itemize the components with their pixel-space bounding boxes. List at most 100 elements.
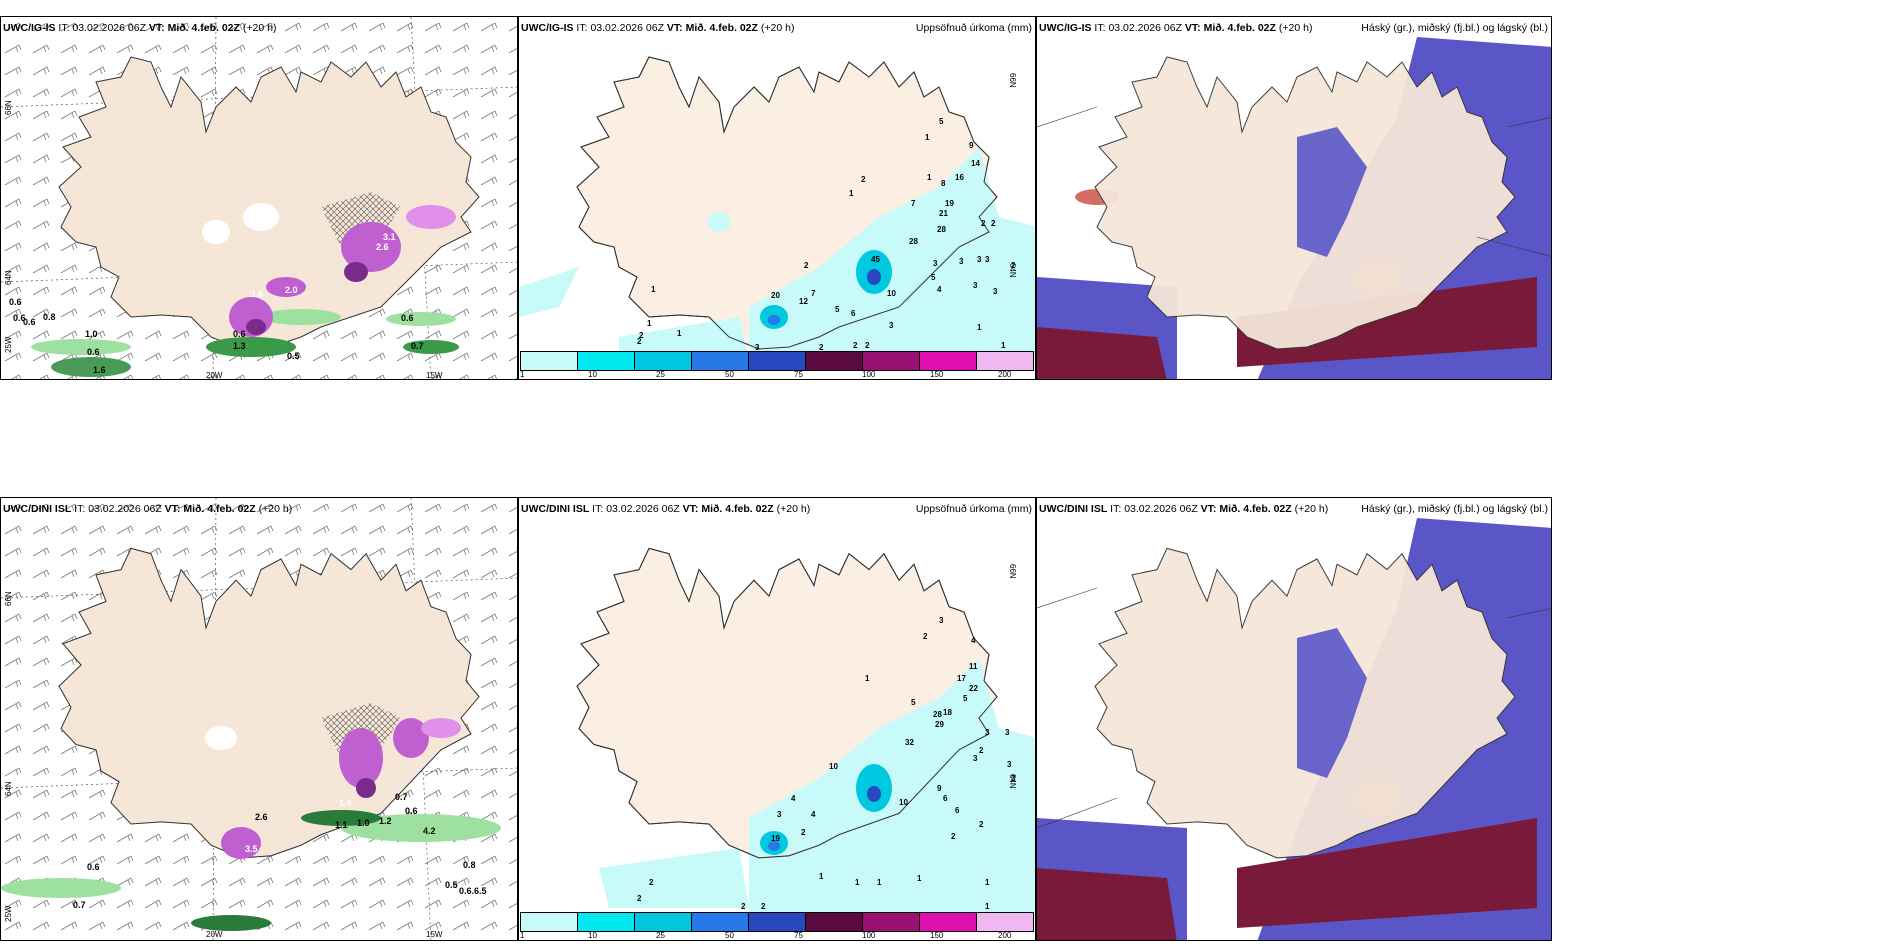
value-label: 3 (939, 616, 944, 625)
colorbar-tick: 75 (794, 931, 803, 940)
precip-value-labels: 2.6 3.5 0.7 1.1 1.0 1.2 0.6 4.2 0.6 0.7 … (1, 498, 517, 940)
value-label: 1 (865, 674, 870, 683)
value-label: 2 (741, 902, 746, 911)
value-label: 9 (969, 141, 974, 150)
value-label: 2 (979, 820, 984, 829)
colorbar-swatch (806, 352, 863, 370)
value-label: 2 (801, 828, 806, 837)
value-label: 1 (647, 319, 652, 328)
value-label: 5 (963, 694, 968, 703)
value-label: 20 (771, 291, 780, 300)
value-label: 22 (969, 684, 978, 693)
panel-title: UWC/IG-IS IT: 03.02.2026 06Z VT: Mið. 4.… (1039, 22, 1313, 34)
value-label: 1.0 (357, 818, 370, 828)
value-label: 1 (985, 878, 990, 887)
precip-value-labels: 5 1 9 14 16 8 1 2 1 19 21 28 7 2 2 3 2 3… (519, 17, 1035, 379)
lon-label: 25W (4, 336, 13, 353)
value-label: 5 (931, 273, 936, 282)
colorbar-ticks: 1 10 25 50 75 100 150 200 400 (520, 370, 1034, 379)
value-label: 1.1 (335, 820, 348, 830)
lat-label: 64N (4, 270, 13, 285)
colorbar-swatch (749, 352, 806, 370)
lat-label: 64N (4, 781, 13, 796)
lat-label: 66N (1008, 73, 1017, 88)
colorbar-tick: 10 (588, 370, 597, 379)
colorbar-swatch (749, 913, 806, 931)
value-label: 3 (973, 754, 978, 763)
value-label: 0.6 (87, 862, 100, 872)
value-label: 0.6.6.5 (459, 886, 487, 896)
colorbar-swatch (977, 352, 1033, 370)
value-label: 0.8 (43, 312, 56, 322)
precip-map (519, 56, 1035, 357)
colorbar-swatch (635, 913, 692, 931)
value-label: 10 (899, 798, 908, 807)
value-label: 10 (829, 762, 838, 771)
value-label: 2 (819, 343, 824, 352)
value-label: 1 (1001, 341, 1006, 350)
value-label: 3 (1005, 728, 1010, 737)
colorbar-swatch (977, 913, 1033, 931)
value-label: 1 (985, 902, 990, 911)
value-label: 7 (811, 289, 816, 298)
value-label: 1 (917, 874, 922, 883)
value-label: 1 (855, 878, 860, 887)
value-label: 2.6 (255, 812, 268, 822)
panel-subtitle: Uppsöfnuð úrkoma (mm) (915, 503, 1032, 515)
value-label: 2 (649, 878, 654, 887)
lon-label: 20W (206, 371, 223, 380)
value-label: 2 (761, 902, 766, 911)
colorbar-swatch (521, 352, 578, 370)
colorbar-swatch (578, 352, 635, 370)
value-label: 28 (933, 710, 942, 719)
value-label: 0.6 (13, 313, 26, 323)
value-label: 2 (991, 219, 996, 228)
value-label: 1.6 (251, 289, 264, 299)
value-label: 28 (909, 237, 918, 246)
lon-label: 15W (426, 371, 443, 380)
value-label: 6 (851, 309, 856, 318)
value-label: 3 (1011, 774, 1016, 783)
colorbar-swatch (806, 913, 863, 931)
panel-title: UWC/DINI ISL IT: 03.02.2026 06Z VT: Mið.… (521, 503, 811, 515)
value-label: 0.6 (9, 297, 22, 307)
map-panel-precip-igis: UWC/IG-IS IT: 03.02.2026 06Z VT: Mið. 4.… (518, 16, 1036, 380)
colorbar-swatch (863, 352, 920, 370)
lat-label: 64N (1008, 263, 1017, 278)
value-label: 1.6 (93, 365, 106, 375)
panel-subtitle: Uppsöfnuð úrkoma (mm) (915, 22, 1032, 34)
colorbar-tick: 150 (930, 370, 944, 379)
colorbar-tick: 1 (520, 370, 525, 379)
value-label: 6 (955, 806, 960, 815)
value-label: 28 (937, 225, 946, 234)
value-label: 4 (811, 810, 816, 819)
colorbar-tick: 200 (998, 931, 1012, 940)
value-label: 16 (955, 173, 964, 182)
value-label: 4 (971, 636, 976, 645)
value-label: 1 (925, 133, 930, 142)
value-label: 9 (937, 784, 942, 793)
value-label: 3 (755, 343, 760, 352)
colorbar-swatch (920, 913, 977, 931)
value-label: 2 (979, 746, 984, 755)
value-label: 3.5 (245, 844, 258, 854)
map-panel-clouds-dini: UWC/DINI ISL IT: 03.02.2026 06Z VT: Mið.… (1036, 497, 1552, 941)
value-label: 3 (985, 728, 990, 737)
value-label: 3 (977, 255, 982, 264)
value-label: 0.7 (73, 900, 86, 910)
lat-label: 64N (1008, 774, 1017, 789)
value-label: 3 (889, 321, 894, 330)
panel-subtitle: Háský (gr.), miðský (fj.bl.) og lágský (… (1361, 503, 1548, 515)
value-label: 2 (865, 341, 870, 350)
value-label: 21 (939, 209, 948, 218)
value-label: 2 (981, 219, 986, 228)
value-label: 0.7 (395, 792, 408, 802)
value-label: 4 (791, 794, 796, 803)
value-label: 3 (959, 257, 964, 266)
value-label: 1 (977, 323, 982, 332)
value-label: 5 (835, 305, 840, 314)
panel-title: UWC/DINI ISL IT: 03.02.2026 06Z VT: Mið.… (1039, 503, 1329, 515)
value-label: 3 (1007, 760, 1012, 769)
colorbar-tick: 25 (656, 931, 665, 940)
value-label: 11 (969, 662, 978, 671)
